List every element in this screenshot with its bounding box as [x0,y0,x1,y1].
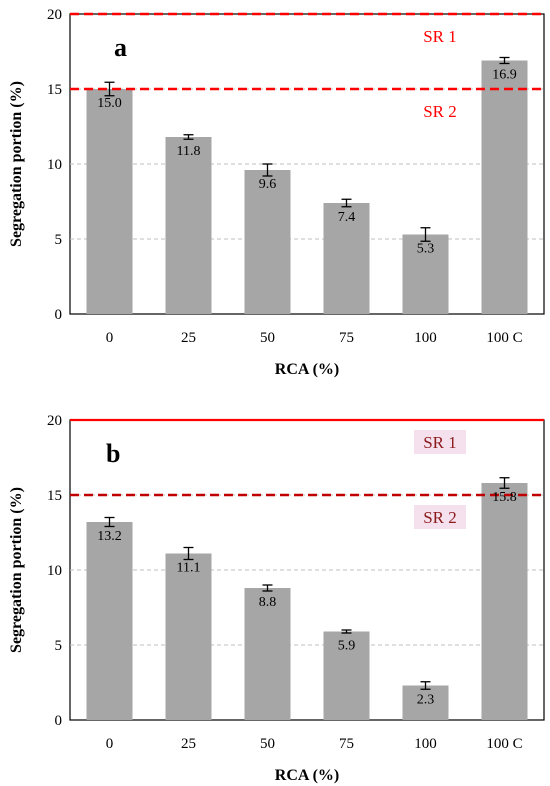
x-tick-label: 25 [181,736,196,752]
bar-100-c [481,483,528,720]
bar-series [86,60,528,314]
data-label: 2.3 [417,693,435,708]
y-tick-label: 20 [47,7,62,23]
data-label: 9.6 [259,177,277,192]
x-axis-title: RCA (%) [275,361,339,378]
error-bars [104,56,510,242]
data-labels: 15.0 11.8 9.6 7.4 5.3 16.9 [97,68,517,257]
x-tick-labels: 0 25 50 75 100 100 C [106,736,523,752]
bar-0 [86,522,133,720]
y-tick-labels: 0 5 10 15 20 [47,7,62,323]
bar-25 [165,553,212,720]
bar-75 [323,203,370,314]
data-label: 7.4 [338,210,356,225]
bar-100 [402,685,449,720]
x-tick-labels: 0 25 50 75 100 100 C [106,330,523,346]
bar-100-c [481,60,528,314]
bar-0 [86,89,133,314]
data-label: 13.2 [97,529,122,544]
x-tick-label: 0 [106,736,114,752]
data-label: 8.8 [259,595,277,610]
y-tick-label: 10 [47,157,62,173]
x-tick-label: 100 [414,736,437,752]
bar-25 [165,137,212,314]
reference-label-sr1: SR 1 [423,27,457,46]
y-tick-label: 5 [55,638,63,654]
x-tick-label: 50 [260,330,275,346]
bar-50 [244,588,291,720]
reference-label-sr2: SR 2 [423,508,457,527]
x-tick-label: 100 C [486,330,522,346]
data-label: 5.3 [417,242,435,257]
y-tick-label: 10 [47,563,62,579]
x-axis-title: RCA (%) [275,767,339,784]
bar-75 [323,631,370,720]
panel-letter: a [114,33,127,62]
y-tick-label: 0 [55,307,63,323]
reference-label-sr1: SR 1 [423,433,457,452]
x-tick-label: 25 [181,330,196,346]
reference-lines: SR 1 SR 2 [70,12,544,121]
x-tick-label: 75 [339,736,354,752]
x-tick-label: 0 [106,330,114,346]
panel-letter: b [106,439,120,468]
bar-50 [244,170,291,314]
data-label: 11.1 [177,561,201,576]
data-label: 16.9 [492,68,517,83]
reference-label-bg [414,505,466,529]
error-bars [104,477,510,690]
data-label: 5.9 [338,639,356,654]
y-tick-label: 15 [47,488,62,504]
data-label: 15.0 [97,96,122,111]
data-labels: 13.2 11.1 8.8 5.9 2.3 15.8 [97,490,517,708]
data-label: 15.8 [492,490,517,505]
y-tick-label: 5 [55,232,63,248]
y-tick-label: 20 [47,413,62,429]
reference-lines: SR 1 SR 2 [70,418,544,529]
y-tick-label: 15 [47,82,62,98]
y-axis-title: Segregation portion (%) [8,81,25,247]
bar-100 [402,234,449,314]
chart-panel-b: SR 1 SR 2 0 5 10 15 20 0 25 50 75 100 100 C 13.2 11… [8,413,545,784]
x-tick-label: 50 [260,736,275,752]
reference-label-bg [414,430,466,454]
x-tick-label: 100 [414,330,437,346]
y-tick-labels: 0 5 10 15 20 [47,413,62,729]
chart-panel-a: SR 1 SR 2 0 5 10 15 20 0 25 50 75 100 100 C 15.0 11… [8,7,545,378]
y-tick-label: 0 [55,713,63,729]
bar-series [86,483,528,720]
x-tick-label: 75 [339,330,354,346]
x-tick-label: 100 C [486,736,522,752]
reference-label-sr2: SR 2 [423,102,457,121]
y-axis-title: Segregation portion (%) [8,487,25,653]
data-label: 11.8 [177,144,201,159]
